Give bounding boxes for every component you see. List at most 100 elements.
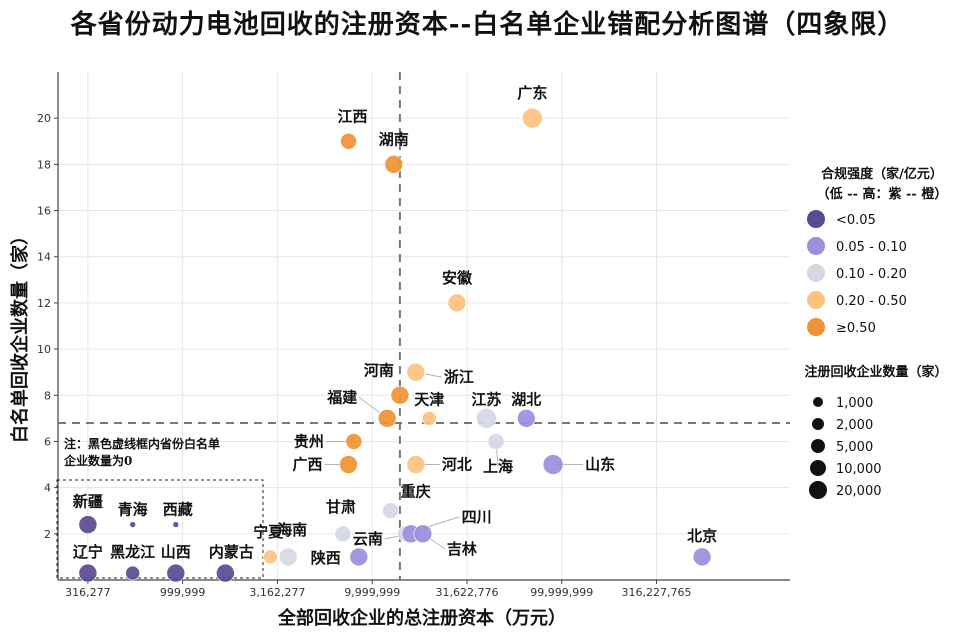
point-陕西 (349, 547, 369, 567)
point-北京 (692, 547, 712, 567)
point-湖南 (384, 155, 404, 174)
point-宁夏 (262, 549, 278, 565)
size-legend-dot (810, 460, 826, 476)
point-label: 山西 (161, 543, 191, 561)
x-tick-label: 3,162,277 (249, 586, 305, 599)
point-吉林 (413, 524, 433, 544)
zero-whitelist-frame (56, 479, 264, 579)
point-青海 (129, 521, 136, 528)
x-tick-label: 99,999,999 (530, 586, 593, 599)
point-label: 广西 (293, 456, 323, 474)
color-legend-swatch (807, 210, 825, 228)
color-legend-label: 0.20 - 0.50 (836, 294, 907, 309)
y-axis-title: 白名单回收企业数量（家） (9, 227, 31, 443)
color-legend-label: 0.10 - 0.20 (836, 267, 907, 282)
point-label: 云南 (353, 530, 383, 548)
point-label: 内蒙古 (209, 543, 254, 561)
size-legend-label: 2,000 (836, 418, 873, 433)
point-label: 西藏 (163, 501, 193, 519)
note-text: 注：黑色虚线框内省份白名单 (64, 436, 220, 451)
point-海南 (278, 547, 298, 567)
size-legend-label: 1,000 (836, 396, 873, 411)
x-tick-label: 999,999 (160, 586, 206, 599)
point-江西 (340, 132, 357, 150)
point-广东 (522, 107, 543, 129)
point-安徽 (447, 293, 467, 313)
point-label: 黑龙江 (110, 543, 155, 561)
point-label: 河北 (442, 456, 472, 474)
axes: 2 4 6 8 10 12 14 16 18 20 316,277 999,999 3,162,277 9… (37, 72, 790, 599)
point-label: 北京 (687, 527, 717, 545)
point-label: 安徽 (442, 269, 473, 287)
point-label: 山东 (585, 456, 615, 474)
point-新疆 (78, 515, 98, 534)
legends: 合规强度（家/亿元） （低 -- 高：紫 -- 橙） <0.05 0.05 - 0.1… (804, 166, 948, 499)
point-山东 (542, 454, 564, 475)
data-points (78, 107, 712, 583)
point-湖北 (516, 409, 536, 428)
size-legend-dot (809, 481, 827, 499)
y-tick-label: 18 (37, 158, 51, 171)
color-legend-label: ≥0.50 (836, 321, 876, 336)
point-label: 天津 (414, 390, 444, 408)
y-tick-label: 12 (37, 297, 51, 310)
y-tick-label: 20 (37, 112, 51, 125)
y-tick-label: 6 (44, 435, 51, 448)
point-河南 (390, 385, 410, 405)
point-label: 海南 (277, 521, 307, 539)
point-label: 新疆 (73, 493, 103, 511)
note-text: 企业数量为0 (63, 453, 132, 468)
point-浙江 (406, 362, 426, 382)
size-legend-dot (812, 418, 824, 430)
point-label: 贵州 (294, 432, 324, 450)
point-广西 (339, 455, 358, 474)
size-legend-dot (813, 397, 823, 407)
y-tick-label: 14 (37, 251, 51, 264)
point-西藏 (172, 521, 180, 528)
point-辽宁 (78, 563, 98, 583)
color-legend-swatch (807, 318, 825, 336)
point-福建 (377, 409, 397, 428)
color-legend-swatch (807, 264, 825, 282)
point-label: 江苏 (471, 390, 501, 408)
point-贵州 (345, 433, 363, 450)
point-label: 宁夏 (253, 523, 284, 541)
color-legend-label: 0.05 - 0.10 (836, 240, 907, 255)
color-legend-swatch (807, 237, 825, 255)
point-天津 (421, 411, 437, 426)
point-黑龙江 (125, 565, 140, 581)
point-label: 重庆 (401, 483, 431, 501)
point-label: 甘肃 (326, 498, 356, 516)
point-label: 湖北 (511, 390, 541, 408)
point-label: 福建 (326, 388, 358, 406)
y-tick-label: 2 (44, 528, 51, 541)
x-tick-label: 31,622,776 (435, 586, 498, 599)
x-tick-label: 316,227,765 (622, 586, 692, 599)
point-label: 青海 (118, 501, 148, 519)
color-legend-title: （低 -- 高：紫 -- 橙） (817, 186, 948, 202)
size-legend-title: 注册回收企业数量（家） (804, 364, 947, 380)
size-legend-label: 10,000 (836, 462, 882, 477)
gridlines (58, 72, 790, 580)
point-label: 陕西 (311, 549, 341, 567)
size-legend-label: 20,000 (836, 484, 882, 499)
y-tick-label: 10 (37, 343, 51, 356)
color-legend-title: 合规强度（家/亿元） (821, 166, 943, 182)
point-内蒙古 (216, 563, 235, 583)
y-tick-label: 8 (44, 389, 51, 402)
point-山西 (166, 563, 186, 583)
point-label: 浙江 (444, 368, 474, 386)
point-甘肃 (334, 525, 352, 543)
y-tick-label: 4 (44, 482, 51, 495)
point-label: 河南 (364, 361, 394, 379)
color-legend-label: <0.05 (836, 213, 876, 228)
point-上海 (487, 433, 505, 450)
point-河北 (406, 455, 426, 474)
y-tick-label: 16 (37, 205, 51, 218)
point-label: 吉林 (447, 540, 478, 558)
point-label: 广东 (517, 84, 547, 102)
size-legend-label: 5,000 (836, 440, 873, 455)
